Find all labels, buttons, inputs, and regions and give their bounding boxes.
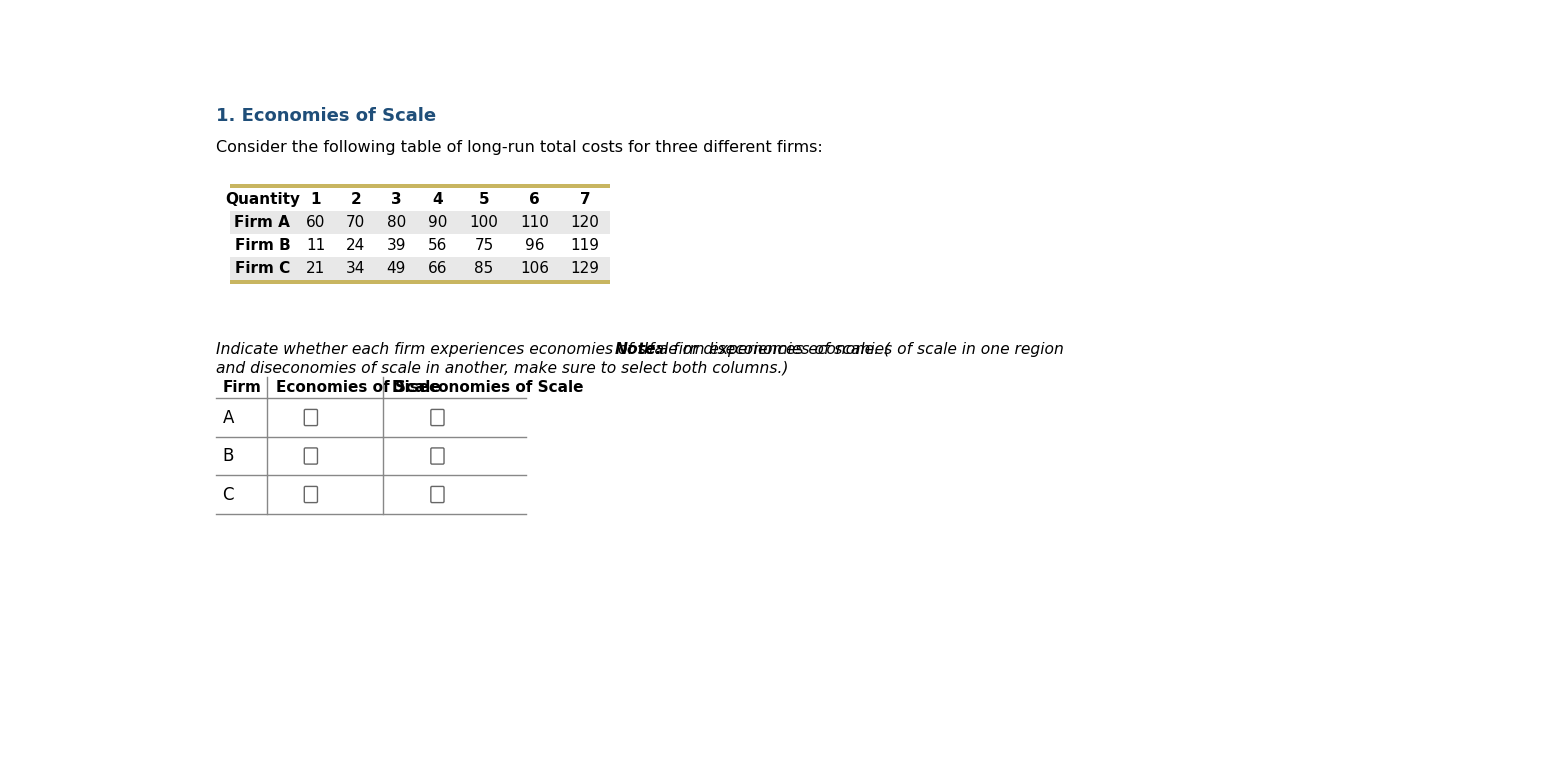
Text: 2: 2	[350, 192, 361, 207]
Text: 3: 3	[391, 192, 402, 207]
Text: 56: 56	[428, 239, 447, 253]
Text: Consider the following table of long-run total costs for three different firms:: Consider the following table of long-run…	[216, 139, 824, 155]
Text: Firm B: Firm B	[235, 239, 290, 253]
Text: 70: 70	[346, 215, 366, 230]
Text: 60: 60	[305, 215, 325, 230]
Text: Diseconomies of Scale: Diseconomies of Scale	[392, 380, 584, 395]
Bar	[229, 281, 610, 285]
Bar	[229, 188, 610, 211]
Bar	[229, 234, 610, 257]
Text: Indicate whether each firm experiences economies of scale or diseconomies of sca: Indicate whether each firm experiences e…	[216, 342, 891, 357]
Text: 11: 11	[305, 239, 325, 253]
Text: A: A	[223, 409, 234, 427]
Text: 1. Economies of Scale: 1. Economies of Scale	[216, 107, 436, 125]
Text: 49: 49	[386, 262, 406, 276]
Text: 1: 1	[310, 192, 321, 207]
Text: 34: 34	[346, 262, 366, 276]
FancyBboxPatch shape	[304, 487, 318, 503]
Text: B: B	[223, 447, 234, 465]
Text: 120: 120	[570, 215, 599, 230]
Text: 96: 96	[525, 239, 545, 253]
Text: 4: 4	[433, 192, 442, 207]
Text: Note:: Note:	[615, 342, 663, 357]
Text: C: C	[223, 486, 234, 503]
Text: 5: 5	[478, 192, 489, 207]
Text: 100: 100	[470, 215, 498, 230]
Bar	[229, 257, 610, 281]
Bar	[229, 211, 610, 234]
Text: 66: 66	[428, 262, 447, 276]
Bar	[216, 376, 526, 514]
Text: 24: 24	[346, 239, 366, 253]
Text: 110: 110	[520, 215, 550, 230]
Text: 129: 129	[570, 262, 599, 276]
Text: 6: 6	[529, 192, 540, 207]
Text: 90: 90	[428, 215, 447, 230]
FancyBboxPatch shape	[431, 448, 444, 464]
Text: 7: 7	[579, 192, 590, 207]
Text: 39: 39	[386, 239, 406, 253]
FancyBboxPatch shape	[304, 448, 318, 464]
Text: Firm: Firm	[223, 380, 262, 395]
Text: Economies of Scale: Economies of Scale	[276, 380, 441, 395]
FancyBboxPatch shape	[431, 409, 444, 425]
Text: Quantity: Quantity	[224, 192, 301, 207]
Text: 85: 85	[475, 262, 494, 276]
Text: 80: 80	[386, 215, 406, 230]
Bar	[216, 376, 526, 399]
FancyBboxPatch shape	[304, 409, 318, 425]
Text: 75: 75	[475, 239, 494, 253]
Text: Firm A: Firm A	[235, 215, 290, 230]
FancyBboxPatch shape	[431, 487, 444, 503]
Text: 119: 119	[570, 239, 599, 253]
Text: 106: 106	[520, 262, 550, 276]
Text: Firm C: Firm C	[235, 262, 290, 276]
Text: If a firm experiences economies of scale in one region: If a firm experiences economies of scale…	[640, 342, 1065, 357]
Bar	[229, 184, 610, 188]
Text: and diseconomies of scale in another, make sure to select both columns.): and diseconomies of scale in another, ma…	[216, 360, 789, 376]
Text: 21: 21	[305, 262, 325, 276]
